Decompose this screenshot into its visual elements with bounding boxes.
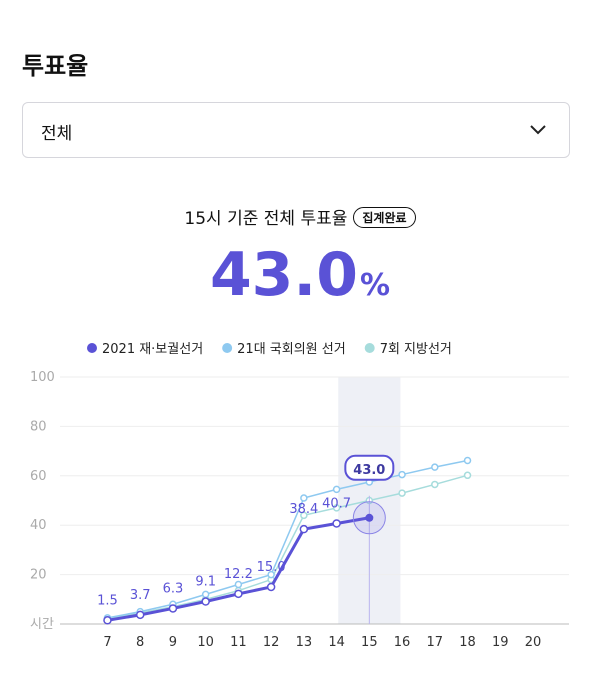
y-tick-label: 80: [30, 419, 47, 434]
point: [201, 590, 210, 599]
point: [332, 504, 341, 512]
subtitle: 15시 기준 전체 투표율: [184, 209, 348, 229]
legend-label: 2021 재·보궐선거: [102, 342, 203, 357]
data-label: 9.1: [195, 575, 216, 590]
legend-label: 7회 지방선거: [380, 342, 452, 357]
point: [266, 582, 276, 592]
x-tick-label: 16: [394, 635, 411, 650]
point: [201, 597, 210, 606]
page-title: 투표율: [22, 52, 89, 80]
data-label: 12.2: [224, 567, 253, 582]
x-tick-label: 17: [427, 635, 444, 650]
point: [234, 580, 243, 589]
headline: 43.0%: [0, 240, 600, 310]
point: [463, 456, 472, 465]
data-label: 1.5: [97, 593, 118, 608]
point: [431, 463, 439, 471]
x-tick-label: 13: [296, 635, 313, 650]
data-label: 15.0: [257, 560, 286, 575]
point: [300, 494, 308, 502]
point: [332, 485, 341, 494]
data-label: 38.4: [289, 502, 318, 517]
chevron: [530, 125, 546, 135]
badge: 집계완료: [353, 207, 416, 228]
y-tick-label: 60: [30, 469, 47, 484]
x-tick-label: 9: [169, 635, 177, 650]
y-tick-label: 40: [30, 518, 47, 533]
callout-box: [344, 454, 395, 481]
legend-dot: [87, 343, 97, 353]
series-line: [107, 474, 468, 620]
x-tick-label: 18: [459, 635, 476, 650]
x-tick-label: 14: [328, 635, 345, 650]
y-tick-label: 20: [30, 568, 47, 583]
x-tick-label: 10: [197, 635, 214, 650]
x-tick-label: 15: [361, 635, 378, 650]
headline-value: 43.0: [209, 240, 358, 310]
point: [398, 489, 406, 497]
legend-label: 21대 국회의원 선거: [237, 342, 346, 357]
point: [267, 570, 275, 579]
x-tick-label: 11: [230, 635, 247, 650]
subtitle-row: 15시 기준 전체 투표율 집계완료: [0, 204, 600, 229]
x-tick-label: 8: [136, 635, 144, 650]
point: [135, 610, 145, 620]
y-tick-label: 시간: [30, 617, 54, 632]
callout-label: 43.0: [353, 463, 385, 478]
point: [300, 511, 308, 520]
data-label: 6.3: [163, 581, 184, 596]
dropdown[interactable]: 전체: [22, 102, 570, 158]
series-line: [107, 459, 468, 619]
x-tick-label: 20: [525, 635, 542, 650]
data-label: 3.7: [130, 588, 151, 603]
point: [332, 519, 341, 528]
point: [234, 589, 243, 599]
x-tick-label: 7: [103, 635, 111, 650]
point: [431, 480, 439, 489]
point: [299, 524, 309, 534]
y-tick-label: 100: [30, 370, 55, 385]
headline-unit: %: [359, 268, 391, 303]
x-tick-label: 12: [263, 635, 280, 650]
x-tick-label: 19: [492, 635, 509, 650]
point: [463, 471, 472, 480]
point: [168, 604, 178, 613]
legend-dot: [222, 343, 233, 353]
dropdown-value: 전체: [41, 124, 73, 144]
legend-dot: [364, 343, 375, 353]
point: [398, 470, 406, 479]
data-label: 40.7: [322, 496, 351, 511]
point: [365, 513, 374, 522]
point: [103, 616, 112, 625]
